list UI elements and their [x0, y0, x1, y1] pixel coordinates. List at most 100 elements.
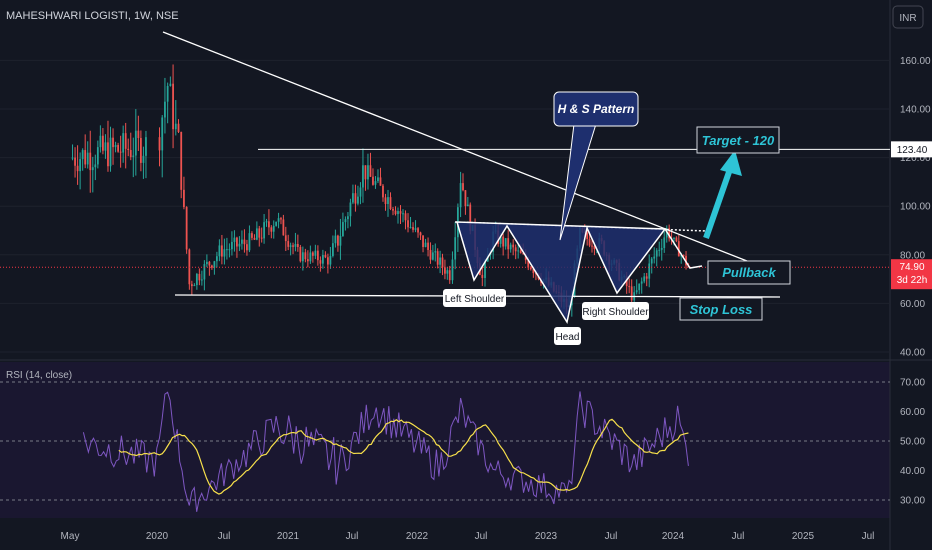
- bar-countdown-text: 3d 22h: [897, 275, 928, 286]
- candle-body: [668, 228, 671, 239]
- candle-body: [650, 258, 653, 264]
- candle-body: [241, 239, 243, 244]
- stop-loss-label-box[interactable]: [679, 297, 763, 321]
- candle-body: [504, 238, 507, 247]
- time-tick-label: May: [61, 531, 80, 542]
- candle-body: [522, 253, 525, 255]
- candle-body: [296, 243, 299, 247]
- candle-body: [509, 244, 512, 250]
- candle-body: [404, 213, 407, 221]
- candle-body: [299, 246, 302, 262]
- candle-body: [436, 251, 439, 265]
- candle-body: [359, 187, 362, 197]
- candle-body: [231, 241, 233, 250]
- candle-body: [86, 152, 89, 165]
- target-arrow-shaft: [703, 171, 732, 239]
- candle-body: [142, 155, 145, 163]
- candle-body: [362, 165, 364, 188]
- candle-body: [294, 243, 297, 247]
- right-shoulder-box[interactable]: [582, 302, 649, 320]
- candle-body: [215, 256, 218, 262]
- candle-body: [183, 189, 185, 207]
- head-box[interactable]: [554, 327, 581, 345]
- symbol-title[interactable]: MAHESHWARI LOGISTI, 1W, NSE: [6, 10, 179, 22]
- currency-button[interactable]: [892, 5, 924, 29]
- candle-body: [233, 237, 236, 242]
- candle-body: [104, 142, 107, 151]
- candle-body: [439, 257, 442, 265]
- candle-body: [484, 261, 486, 278]
- time-tick-label: 2024: [662, 531, 685, 542]
- candle-body: [193, 285, 196, 287]
- candle-body: [469, 204, 472, 231]
- candle-body: [462, 183, 464, 191]
- candle-body: [354, 193, 357, 204]
- pullback-path[interactable]: [664, 228, 703, 269]
- target-label-box[interactable]: [696, 126, 780, 154]
- candle-body: [218, 245, 221, 257]
- left-shoulder-label: Left Shoulder: [445, 294, 505, 305]
- candle-body: [407, 220, 409, 228]
- candle-body: [332, 243, 334, 256]
- left-shoulder-box[interactable]: [443, 289, 506, 307]
- candle-body: [316, 250, 319, 261]
- chart-drawings[interactable]: H & S Pattern Target - 120 Pullback Stop…: [162, 31, 890, 345]
- rsi-title[interactable]: RSI (14, close): [6, 370, 72, 381]
- descending-trendline[interactable]: [162, 31, 748, 262]
- candle-body: [114, 144, 117, 148]
- candle-body: [337, 235, 339, 246]
- candle-body: [76, 165, 79, 172]
- candle-body: [663, 237, 666, 248]
- candle-body: [272, 225, 275, 232]
- candle-body: [265, 221, 268, 223]
- candle-body: [675, 237, 678, 242]
- candle-body: [630, 286, 633, 301]
- candle-body: [221, 245, 223, 257]
- candle-body: [119, 151, 122, 153]
- target-price-tag-text: 123.40: [897, 145, 928, 156]
- candle-body: [377, 177, 379, 182]
- candle-body: [117, 144, 120, 152]
- candle-body: [321, 254, 324, 264]
- price-tick-label: 40.00: [900, 348, 925, 359]
- candle-body: [412, 227, 414, 230]
- rsi-tick-label: 50.00: [900, 437, 925, 448]
- candle-body: [248, 233, 251, 251]
- target-arrow-head: [720, 150, 742, 176]
- hs-pattern-shape[interactable]: [455, 221, 667, 324]
- candle-body: [653, 256, 656, 259]
- candle-body: [139, 138, 142, 163]
- candle-body: [429, 249, 432, 260]
- time-tick-label: Jul: [346, 531, 359, 542]
- candle-body: [347, 216, 349, 220]
- rsi-tick-label: 70.00: [900, 378, 925, 389]
- time-tick-label: 2020: [146, 531, 169, 542]
- candle-body: [190, 284, 193, 287]
- candle-body: [507, 238, 510, 250]
- candle-body: [451, 259, 454, 281]
- candle-body: [255, 228, 258, 240]
- candle-body: [422, 235, 424, 247]
- candle-body: [379, 177, 382, 186]
- candle-body: [481, 274, 484, 278]
- candle-body: [329, 255, 332, 265]
- candle-body: [419, 232, 422, 236]
- candle-body: [384, 197, 387, 205]
- pullback-label-box[interactable]: [707, 260, 791, 285]
- candle-body: [342, 222, 344, 237]
- candle-body: [431, 252, 434, 260]
- candle-body: [638, 283, 641, 291]
- candle-body: [409, 227, 412, 229]
- candle-body: [367, 165, 369, 180]
- candle-body: [180, 131, 183, 190]
- head-label: Head: [556, 332, 580, 343]
- hs-pattern-callout[interactable]: [553, 91, 639, 127]
- target-price-tag: [891, 141, 932, 158]
- candle-body: [326, 257, 329, 265]
- candle-body: [275, 221, 278, 226]
- candle-body: [251, 233, 253, 238]
- candle-body: [339, 236, 342, 246]
- candle-body: [392, 208, 394, 211]
